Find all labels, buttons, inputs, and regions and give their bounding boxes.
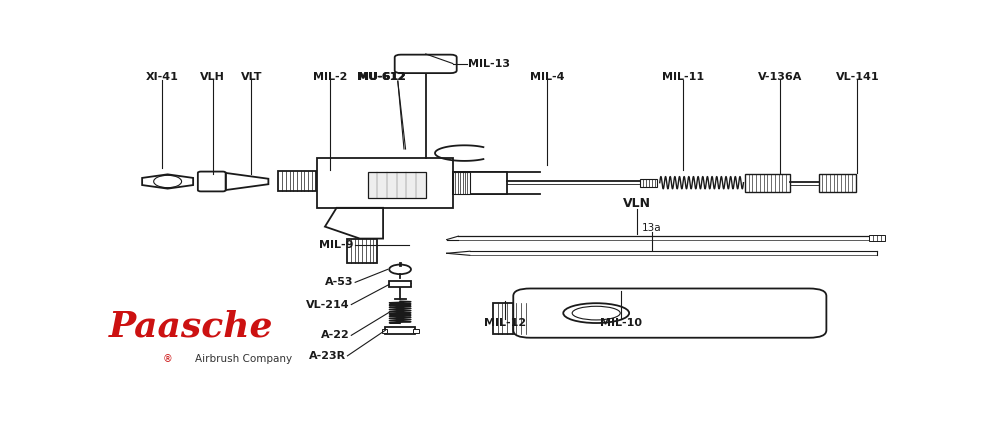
FancyBboxPatch shape <box>513 289 826 338</box>
Text: MIL-13: MIL-13 <box>468 59 510 68</box>
Bar <box>413 329 419 333</box>
Text: A-53: A-53 <box>325 278 354 287</box>
FancyBboxPatch shape <box>395 55 457 73</box>
Text: MU-612: MU-612 <box>358 72 406 82</box>
Text: Airbrush Company: Airbrush Company <box>195 354 292 364</box>
Text: VLH: VLH <box>200 72 225 82</box>
Ellipse shape <box>572 306 620 320</box>
Text: MIL-2: MIL-2 <box>313 72 348 82</box>
Ellipse shape <box>563 303 629 323</box>
Bar <box>745 174 790 191</box>
Text: VLN: VLN <box>622 197 650 210</box>
Text: MIL-10: MIL-10 <box>600 318 642 329</box>
Text: MIL-11: MIL-11 <box>662 72 704 82</box>
Text: MIL-12: MIL-12 <box>484 318 526 329</box>
Bar <box>493 303 530 333</box>
Bar <box>640 179 657 187</box>
Bar <box>382 329 387 333</box>
Text: VLT: VLT <box>241 72 262 82</box>
Bar <box>278 171 316 191</box>
Text: MIL-4: MIL-4 <box>530 72 565 82</box>
Text: MIL-9: MIL-9 <box>319 240 354 250</box>
Bar <box>453 172 470 194</box>
Bar <box>389 281 411 287</box>
Text: VL-214: VL-214 <box>306 300 350 309</box>
FancyBboxPatch shape <box>198 171 226 191</box>
Text: MU-612: MU-612 <box>357 72 405 82</box>
Text: 13a: 13a <box>642 222 662 233</box>
Bar <box>368 172 426 198</box>
Bar <box>347 238 377 262</box>
Bar <box>385 327 415 333</box>
Text: A-22: A-22 <box>321 330 350 341</box>
Text: Paasche: Paasche <box>109 310 273 344</box>
Text: MU-612: MU-612 <box>358 72 406 82</box>
Bar <box>317 158 453 208</box>
Bar <box>869 235 885 241</box>
Text: V-136A: V-136A <box>758 72 802 82</box>
Bar <box>819 174 856 192</box>
Text: ®: ® <box>163 354 173 364</box>
Bar <box>453 172 507 194</box>
Text: VL-141: VL-141 <box>836 72 879 82</box>
Text: XI-41: XI-41 <box>146 72 179 82</box>
Text: A-23R: A-23R <box>309 351 346 361</box>
